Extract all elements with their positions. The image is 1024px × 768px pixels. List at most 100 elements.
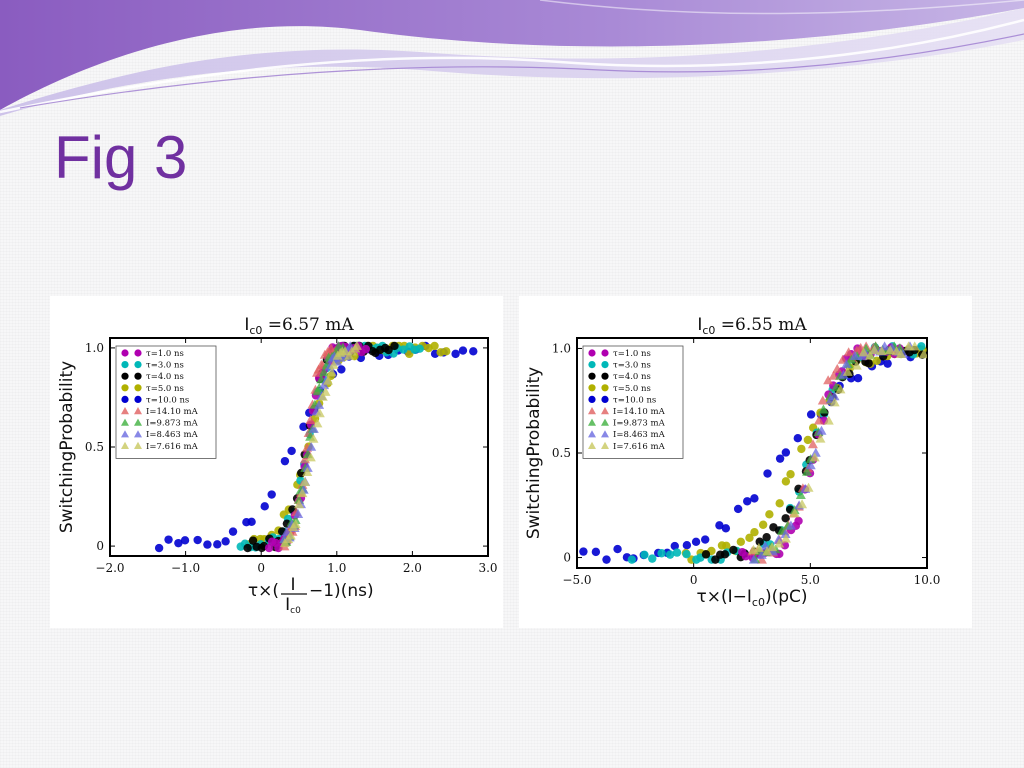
data-point-triangle [843,347,854,357]
data-point-triangle [789,508,800,518]
data-point-triangle [918,349,927,359]
data-point-triangle [774,538,785,548]
data-point [691,537,701,547]
legend-marker [588,361,596,369]
data-point-triangle [895,349,906,359]
data-point [469,347,478,356]
data-point [361,344,371,354]
legend-entry: τ=5.0 ns [146,384,184,394]
data-point-triangle [797,499,808,509]
data-point-triangle [290,518,301,528]
data-point [267,490,276,499]
data-point [613,544,622,554]
data-point-triangle [293,499,304,509]
legend-marker [601,407,609,415]
data-point-triangle [308,433,319,443]
data-point-triangle [320,386,331,396]
legend-marker [134,395,142,403]
data-point [579,547,588,556]
data-point-triangle [317,391,328,401]
data-point [755,537,764,546]
data-point-triangle [308,423,319,433]
legend-marker [588,349,596,357]
data-point [591,547,601,557]
data-points [579,341,927,564]
data-point-triangle [829,391,840,401]
legend-entry: I=8.463 mA [613,430,666,440]
data-point-triangle [748,554,759,564]
data-point-triangle [818,404,829,414]
data-point [154,543,164,553]
data-point-triangle [842,366,853,376]
data-point [806,410,816,419]
data-point [640,550,649,560]
x-tick-label: 0 [257,561,265,575]
data-point [781,514,790,523]
legend-entry: τ=10.0 ns [613,395,656,405]
data-point-triangle [340,346,351,356]
legend-entry: I=9.873 mA [146,419,199,429]
data-point [458,346,468,355]
data-point [670,541,679,551]
data-point-triangle [795,489,806,499]
data-point-triangle [328,359,339,369]
x-tick-label: 2.0 [403,561,422,575]
data-point-triangle [817,395,828,405]
data-point [174,538,183,548]
legend-entry: τ=3.0 ns [613,361,651,371]
x-tick-label: 1.0 [327,561,346,575]
legend-marker [134,430,142,438]
data-point-triangle [809,452,820,462]
data-point [390,341,399,351]
data-point [701,550,711,559]
chart-left: Ic0 =6.57 mA −2.0 −1.0 0 1.0 2.0 3.0 0 0.5 1.0 Swi… [57,315,498,616]
chart-panel-right: Ic0 =6.55 mA −5.0 0 5.0 10.0 0 0.5 1.0 Switching… [519,296,972,628]
y-tick-label: 0 [96,539,104,553]
data-point [765,510,774,519]
data-point-triangle [815,433,826,443]
legend-marker [601,349,609,357]
data-point [853,373,863,383]
data-point-triangle [841,359,852,369]
x-tick-label: −5.0 [562,573,591,587]
data-point-triangle [314,382,325,392]
x-tick-label: 0 [690,573,698,587]
y-tick-label: 0.5 [552,446,571,460]
data-point-triangle [865,350,876,360]
data-point-triangle [838,369,849,379]
legend-marker [121,361,129,369]
legend-marker [134,418,142,426]
data-point [648,554,657,563]
legend-marker [588,395,596,403]
data-point-triangle [351,340,362,350]
data-point [287,446,296,456]
data-point [657,549,666,558]
data-point-triangle [876,345,887,355]
data-point [221,537,230,546]
data-point-triangle [805,460,816,470]
legend-marker [134,441,142,449]
chart-right: Ic0 =6.55 mA −5.0 0 5.0 10.0 0 0.5 1.0 Switching… [524,315,940,609]
data-point-triangle [810,447,821,457]
data-point-triangle [803,482,814,492]
data-point [762,533,771,542]
legend-marker [134,407,142,415]
data-point [781,477,791,486]
data-point [213,540,222,549]
legend-entry: τ=1.0 ns [146,349,184,359]
data-point [627,555,637,564]
data-points [154,340,478,553]
legend-marker [121,407,129,415]
data-point-triangle [767,542,778,552]
legend-box [115,345,217,459]
data-point-triangle [832,363,843,373]
legend-marker [601,418,609,426]
data-point [745,533,754,543]
chart-title: Ic0 =6.55 mA [697,315,807,337]
data-point [793,434,803,443]
x-label-frac-num: I [290,575,295,595]
data-point-triangle [785,520,796,530]
data-point [736,537,746,546]
data-point [715,521,724,530]
legend-entry: I=7.616 mA [146,442,199,452]
